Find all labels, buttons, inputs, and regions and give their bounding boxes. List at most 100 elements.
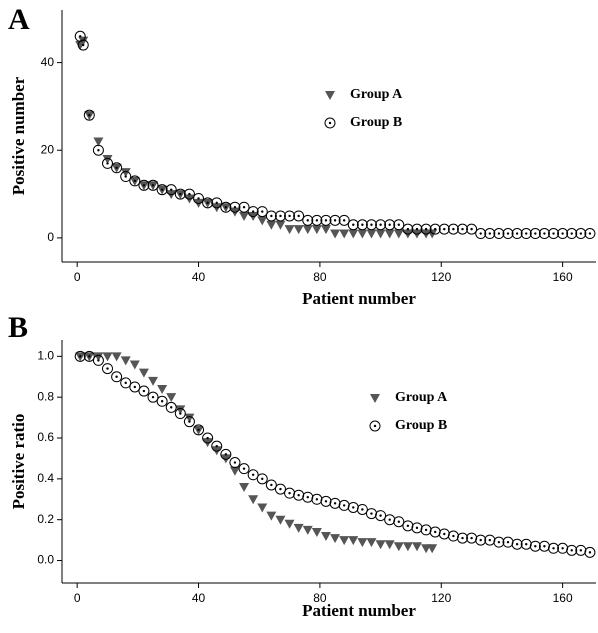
triangle — [257, 503, 268, 513]
dot — [373, 424, 377, 428]
dot — [552, 547, 555, 550]
marker — [138, 179, 150, 191]
dot — [470, 536, 473, 540]
dot — [197, 428, 200, 432]
marker — [348, 536, 359, 546]
marker — [257, 503, 268, 513]
circle — [320, 214, 332, 226]
circle — [193, 424, 205, 436]
marker — [256, 473, 268, 485]
dot — [479, 232, 482, 235]
dot — [261, 477, 264, 481]
marker — [120, 356, 131, 366]
marker — [420, 223, 432, 235]
marker — [538, 228, 550, 240]
marker — [330, 229, 341, 239]
marker — [520, 228, 532, 240]
dot — [215, 201, 218, 205]
marker — [93, 352, 104, 362]
dot — [151, 395, 155, 399]
circle — [457, 532, 468, 544]
dot — [352, 506, 355, 509]
dot — [561, 232, 564, 235]
dot — [452, 534, 455, 538]
marker — [493, 536, 505, 548]
marker — [529, 540, 541, 552]
marker — [347, 501, 359, 513]
panel-label: A — [8, 3, 30, 36]
y-tick-label: 0.0 — [37, 553, 54, 567]
x-tick-label: 120 — [431, 270, 451, 284]
y-tick-label: 0.6 — [37, 430, 54, 444]
y-tick-label: 0.8 — [37, 389, 54, 403]
circle — [238, 463, 250, 475]
dot — [251, 473, 255, 476]
dot — [315, 219, 319, 222]
marker — [566, 544, 578, 556]
dot — [233, 461, 237, 464]
marker — [429, 223, 441, 235]
circle — [324, 117, 336, 129]
circle — [393, 219, 405, 231]
marker — [393, 516, 405, 528]
marker — [120, 171, 132, 183]
marker — [393, 542, 404, 552]
marker — [111, 371, 123, 383]
dot — [579, 549, 583, 552]
dot — [370, 223, 373, 226]
circle — [274, 210, 286, 222]
triangle — [120, 168, 131, 178]
triangle — [375, 540, 386, 550]
triangle — [366, 538, 377, 548]
circle — [265, 479, 277, 491]
dot — [588, 232, 592, 235]
circle — [138, 179, 150, 191]
marker — [193, 192, 205, 204]
marker — [257, 216, 268, 226]
x-tick-label: 160 — [553, 270, 573, 284]
marker — [366, 538, 377, 548]
circle — [92, 144, 104, 156]
marker — [420, 524, 432, 536]
circle — [548, 228, 560, 240]
marker — [584, 546, 596, 558]
y-tick-label: 40 — [41, 55, 55, 69]
triangle — [320, 225, 331, 235]
triangle — [157, 385, 168, 395]
dot — [170, 188, 173, 191]
circle — [102, 157, 114, 169]
triangle — [284, 519, 295, 529]
triangle — [229, 466, 240, 476]
triangle — [184, 413, 195, 423]
triangle — [427, 229, 438, 239]
dot — [170, 406, 173, 409]
marker — [102, 352, 113, 362]
marker — [265, 479, 277, 491]
circle — [502, 228, 514, 240]
marker — [320, 214, 332, 226]
triangle — [393, 542, 404, 552]
dot — [552, 232, 555, 235]
marker — [484, 228, 496, 240]
marker — [74, 350, 86, 362]
triangle — [102, 155, 113, 165]
dot — [188, 192, 191, 196]
marker — [102, 363, 114, 375]
dot — [579, 232, 583, 235]
marker — [248, 495, 259, 505]
marker — [174, 408, 186, 420]
marker — [129, 360, 140, 370]
triangle — [348, 536, 359, 546]
triangle — [375, 229, 386, 239]
marker — [329, 497, 341, 509]
dot — [342, 219, 346, 222]
marker — [466, 223, 478, 235]
dot — [433, 530, 437, 534]
circle — [466, 223, 478, 235]
marker — [375, 540, 386, 550]
dot — [543, 545, 546, 548]
dot — [497, 232, 501, 235]
marker — [202, 432, 214, 444]
marker — [584, 228, 596, 240]
